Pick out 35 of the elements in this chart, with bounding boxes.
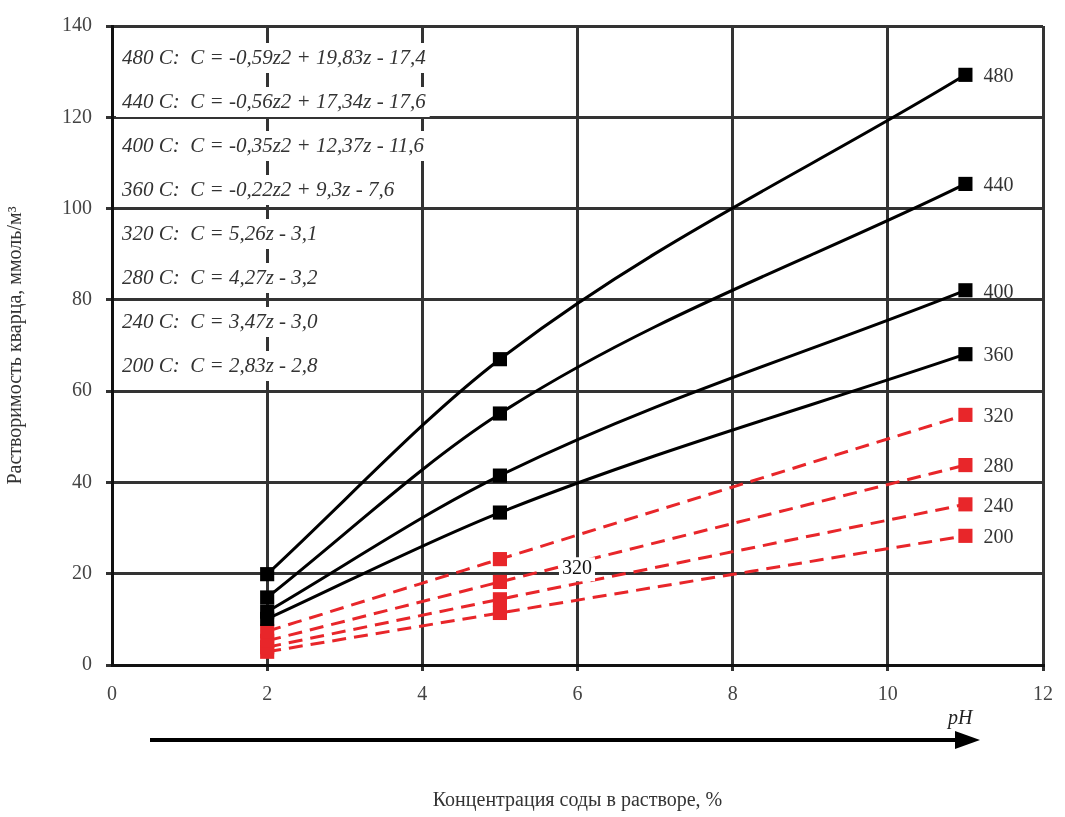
y-tick-label: 60 [72, 378, 92, 401]
series-label: 440 [983, 173, 1014, 196]
annotation: 240 C: C = 3,47z - 3,0 [122, 308, 319, 333]
annotation: 440 C: C = -0,56z2 + 17,34z - 17,6 [122, 88, 427, 113]
y-tick-label: 0 [82, 652, 92, 675]
y-tick-label: 100 [62, 195, 92, 218]
annotation: 280 C: C = 4,27z - 3,2 [122, 264, 319, 289]
series-label: 280 [983, 454, 1014, 477]
annotation: 200 C: C = 2,83z - 2,8 [122, 352, 319, 377]
x-tick-label: 8 [727, 682, 738, 705]
y-tick-label: 140 [62, 13, 92, 36]
series-label: 240 [983, 493, 1014, 516]
annotation: 360 C: C = -0,22z2 + 9,3z - 7,6 [121, 176, 395, 201]
series-label: 480 [983, 64, 1014, 87]
x-tick-label: 4 [417, 682, 428, 705]
x-axis-title: Концентрация соды в растворе, % [432, 788, 723, 812]
series-label: 360 [983, 343, 1014, 366]
x-tick-label: 12 [1033, 682, 1053, 705]
x-tick-label: 2 [262, 682, 273, 705]
annotation: 480 C: C = -0,59z2 + 19,83z - 17,4 [122, 44, 427, 69]
text: pH [948, 706, 973, 729]
annotation: 320 C: C = 5,26z - 3,1 [121, 220, 318, 245]
annotation: 320 [561, 556, 592, 579]
y-tick-label: 40 [72, 469, 92, 492]
annotation: 400 C: C = -0,35z2 + 12,37z - 11,6 [122, 132, 425, 157]
series-label: 320 [983, 404, 1014, 427]
x-tick-label: 10 [877, 682, 898, 705]
y-axis-title: Растворимость кварца, ммоль/м³ [3, 206, 27, 485]
x-tick-label: 6 [572, 682, 583, 705]
x-tick-label: 0 [107, 682, 117, 705]
series-label: 400 [983, 279, 1014, 302]
y-tick-label: 80 [72, 287, 92, 310]
series-label: 200 [983, 525, 1014, 548]
y-tick-label: 20 [72, 560, 92, 583]
y-tick-label: 120 [62, 104, 92, 127]
